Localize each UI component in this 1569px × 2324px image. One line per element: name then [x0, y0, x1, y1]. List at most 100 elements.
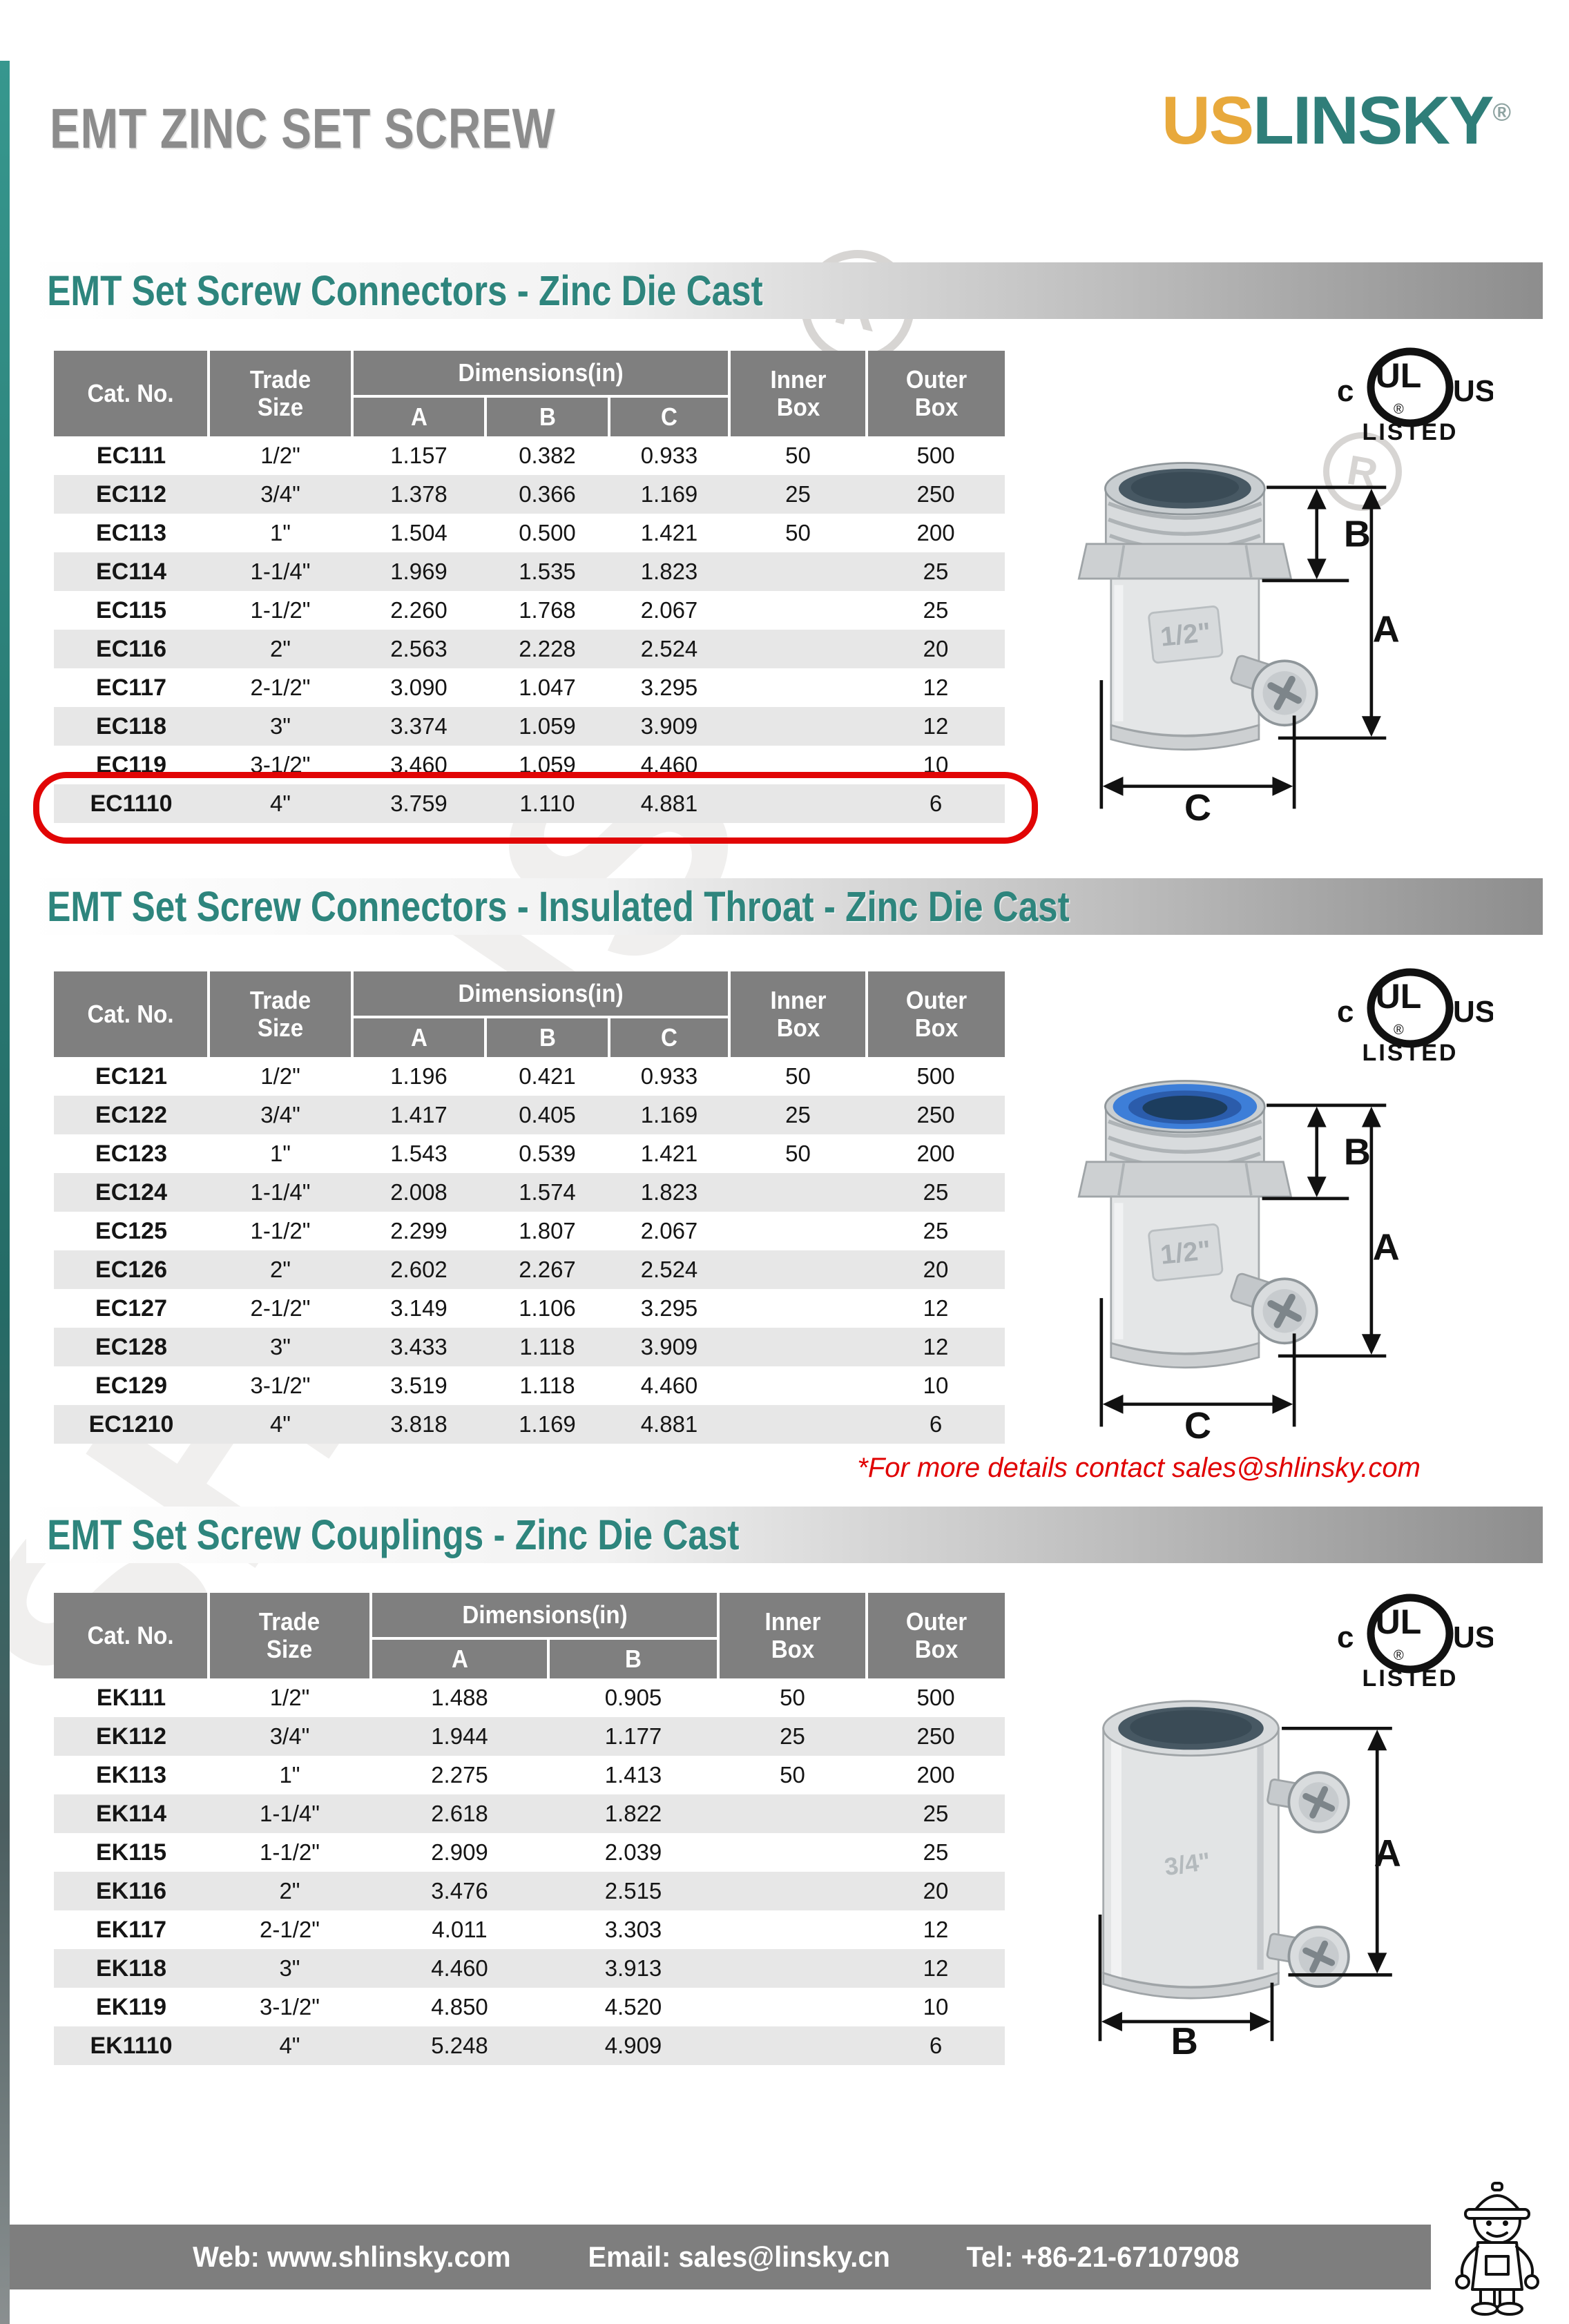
svg-text:C: C	[1184, 787, 1211, 822]
table-cell: 1.169	[640, 481, 698, 507]
insulated-connector-diagram: 1/2" B A	[1067, 1067, 1412, 1446]
table-cell: 4"	[269, 791, 291, 816]
table-cell: 1.543	[390, 1141, 447, 1166]
table-cell: 0.933	[640, 443, 698, 468]
table-row: EK116 2" 3.476 2.515 20	[54, 1872, 1005, 1910]
left-accent-stripe	[0, 61, 10, 2324]
table-row: EC1110 4" 3.759 1.110 4.881 6	[54, 784, 1005, 823]
table-cell: 12	[923, 675, 949, 700]
table-cell: 2"	[279, 1878, 300, 1904]
ul-listed-icon: c UL ® US LISTED	[1337, 347, 1495, 445]
svg-text:UL: UL	[1376, 1602, 1422, 1641]
cat-no-cell: EC114	[95, 558, 167, 585]
table-cell: 5.248	[431, 2033, 488, 2058]
table-cell: 1.421	[640, 1141, 698, 1166]
table-cell: 2.067	[640, 1218, 698, 1243]
svg-text:1/2": 1/2"	[1159, 617, 1212, 652]
col-outer-box: Outer Box	[865, 351, 1005, 436]
table-cell: 3-1/2"	[260, 1994, 320, 2020]
col-outer-box: Outer Box	[865, 1593, 1005, 1678]
logo-part-linsky: LINSKY	[1253, 82, 1494, 158]
table-cell: 1.944	[431, 1723, 488, 1749]
table-cell: 4.909	[604, 2033, 662, 2058]
table-header: Cat. No. Trade Size Dimensions(in) Inner B…	[54, 1593, 1005, 1678]
ul-listed-mark: c UL ® US LISTED	[1327, 1594, 1495, 1692]
table-cell: 1.177	[604, 1723, 662, 1749]
table-cell: 3.295	[640, 1295, 698, 1321]
ul-listed-mark: c UL ® US LISTED	[1327, 347, 1495, 445]
table-cell: 500	[916, 443, 955, 468]
svg-text:LISTED: LISTED	[1363, 419, 1459, 444]
table-row: EK113 1" 2.275 1.413 50 200	[54, 1756, 1005, 1794]
table-cell: 1.059	[519, 713, 576, 739]
table-cell	[729, 668, 867, 707]
col-cat-no: Cat. No.	[54, 1593, 209, 1678]
table-cell: 3.374	[390, 713, 447, 739]
svg-text:B: B	[1171, 2020, 1197, 2054]
table-cell: 3.818	[390, 1411, 447, 1437]
table-cell: 3.295	[640, 675, 698, 700]
table-cell: 1-1/2"	[250, 1218, 311, 1243]
table-cell: 4.460	[431, 1955, 488, 1981]
table-cell: 1.421	[640, 520, 698, 545]
table-cell: 2-1/2"	[250, 1295, 311, 1321]
table-cell: 1.118	[519, 1373, 575, 1398]
table-row: EK115 1-1/2" 2.909 2.039 25	[54, 1833, 1005, 1872]
table-cell: 1"	[269, 1141, 291, 1166]
table-cell: 1.807	[519, 1218, 576, 1243]
table-cell	[729, 1250, 867, 1289]
table-cell: 1.106	[519, 1295, 576, 1321]
table-cell: 1/2"	[260, 443, 300, 468]
table-cell: 1.488	[431, 1685, 488, 1710]
footer-web: Web: www.shlinsky.com	[193, 2240, 511, 2273]
col-dimensions: Dimensions(in)	[369, 1593, 719, 1640]
table-cell: 1-1/4"	[260, 1801, 320, 1826]
cat-no-cell: EK114	[95, 1800, 167, 1827]
table-cell: 3.909	[640, 1334, 698, 1359]
table-cell: 50	[785, 443, 811, 468]
svg-text:C: C	[1184, 1405, 1211, 1440]
table-cell: 4"	[279, 2033, 300, 2058]
table-cell: 3"	[279, 1955, 300, 1981]
table-cell	[729, 1289, 867, 1328]
cat-no-cell: EC113	[95, 519, 167, 546]
table-cell: 2-1/2"	[260, 1917, 320, 1942]
svg-text:A: A	[1373, 1226, 1400, 1268]
table-cell: 25	[923, 1218, 949, 1243]
table-cell: 1.413	[604, 1762, 662, 1788]
insulated-connector-image: 1/2" B A	[1077, 1080, 1400, 1446]
table-cell	[729, 630, 867, 668]
svg-text:UL: UL	[1376, 356, 1422, 395]
col-outer-box: Outer Box	[865, 971, 1005, 1057]
col-trade-size: Trade Size	[207, 351, 352, 436]
table-cell: 3/4"	[260, 481, 300, 507]
table-row: EK114 1-1/4" 2.618 1.822 25	[54, 1794, 1005, 1833]
svg-text:LISTED: LISTED	[1363, 1665, 1459, 1690]
table-cell: 2.563	[390, 636, 447, 661]
cat-no-cell: EC112	[95, 481, 167, 507]
cat-no-cell: EK112	[95, 1723, 167, 1750]
table-cell: 2.260	[390, 597, 447, 623]
table-cell: 1.822	[604, 1801, 662, 1826]
table-cell: 0.539	[519, 1141, 576, 1166]
section-title-bar: EMT Set Screw Couplings - Zinc Die Cast	[26, 1507, 1543, 1563]
ul-listed-icon: c UL ® US LISTED	[1337, 1594, 1495, 1692]
table-cell: 0.405	[519, 1102, 576, 1127]
table-cell: 50	[780, 1762, 805, 1788]
table-row: EC116 2" 2.563 2.228 2.524 20	[54, 630, 1005, 668]
svg-text:US: US	[1453, 995, 1493, 1029]
section-title-bar: EMT Set Screw Connectors - Insulated Thr…	[26, 878, 1543, 935]
connector-diagram: 1/2" B A	[1067, 449, 1412, 829]
col-dimensions: Dimensions(in)	[350, 971, 730, 1018]
table-header: Cat. No. Trade Size Dimensions(in) Inner B…	[54, 351, 1005, 436]
table-cell: 4.011	[432, 1917, 488, 1942]
table-cell: 20	[923, 636, 949, 661]
table-cell: 2.524	[640, 1257, 698, 1282]
section-title-bar: EMT Set Screw Connectors - Zinc Die Cast	[26, 262, 1543, 319]
table-cell: 3.909	[640, 713, 698, 739]
table-cell: 1-1/2"	[260, 1839, 320, 1865]
table-cell: 250	[916, 1723, 955, 1749]
svg-text:UL: UL	[1376, 977, 1422, 1016]
table-cell: 12	[923, 1917, 949, 1942]
table-row: EC112 3/4" 1.378 0.366 1.169 25 250	[54, 475, 1005, 514]
